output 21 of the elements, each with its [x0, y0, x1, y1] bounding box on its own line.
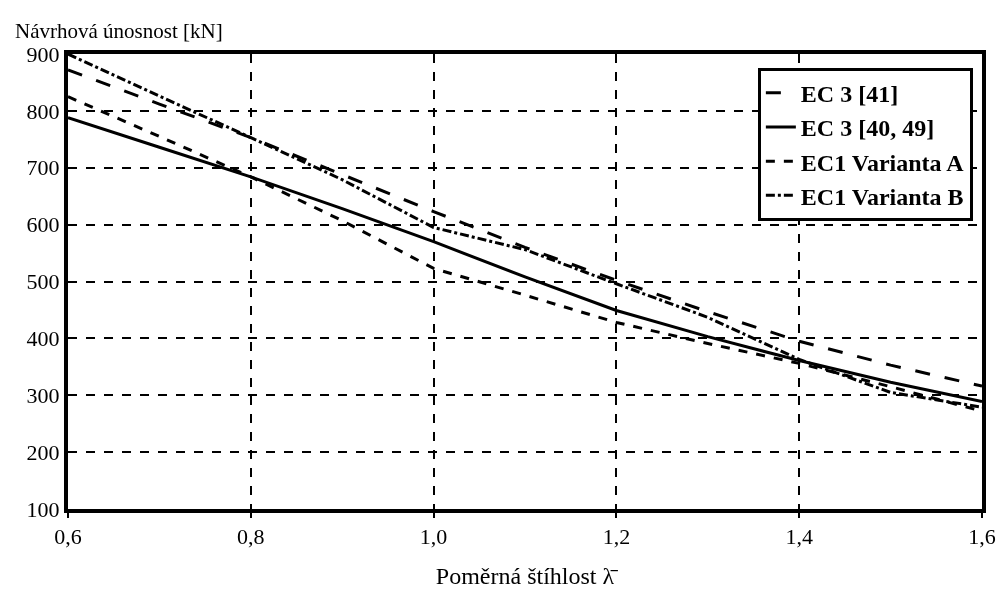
x-tick-label: 1,2 [602, 524, 631, 550]
x-tick-label: 1,4 [785, 524, 813, 550]
legend-label: EC 3 [41] [800, 81, 899, 108]
y-tick-label: 500 [26, 269, 60, 295]
y-tick-label: 700 [26, 155, 60, 181]
legend-label: EC1 Varianta B [800, 183, 964, 210]
y-tick-label: 300 [26, 382, 60, 408]
y-axis-title: Návrhová únosnost [kN] [15, 19, 223, 43]
x-tick-label: 0,6 [54, 524, 82, 550]
y-tick-label: 600 [26, 212, 60, 238]
x-tick-label: 1,6 [968, 524, 996, 550]
y-tick-label: 400 [26, 326, 60, 352]
y-tick-label: 100 [26, 496, 60, 522]
x-tick-label: 0,8 [237, 524, 265, 550]
y-tick-label: 900 [26, 41, 60, 67]
y-tick-label: 800 [26, 98, 60, 124]
y-tick-label: 200 [26, 439, 60, 465]
x-axis-title: Poměrná štíhlost λ̄ [435, 563, 619, 590]
legend-label: EC 3 [40, 49] [800, 115, 935, 142]
legend-label: EC1 Varianta A [800, 149, 965, 176]
x-tick-label: 1,0 [419, 524, 448, 550]
